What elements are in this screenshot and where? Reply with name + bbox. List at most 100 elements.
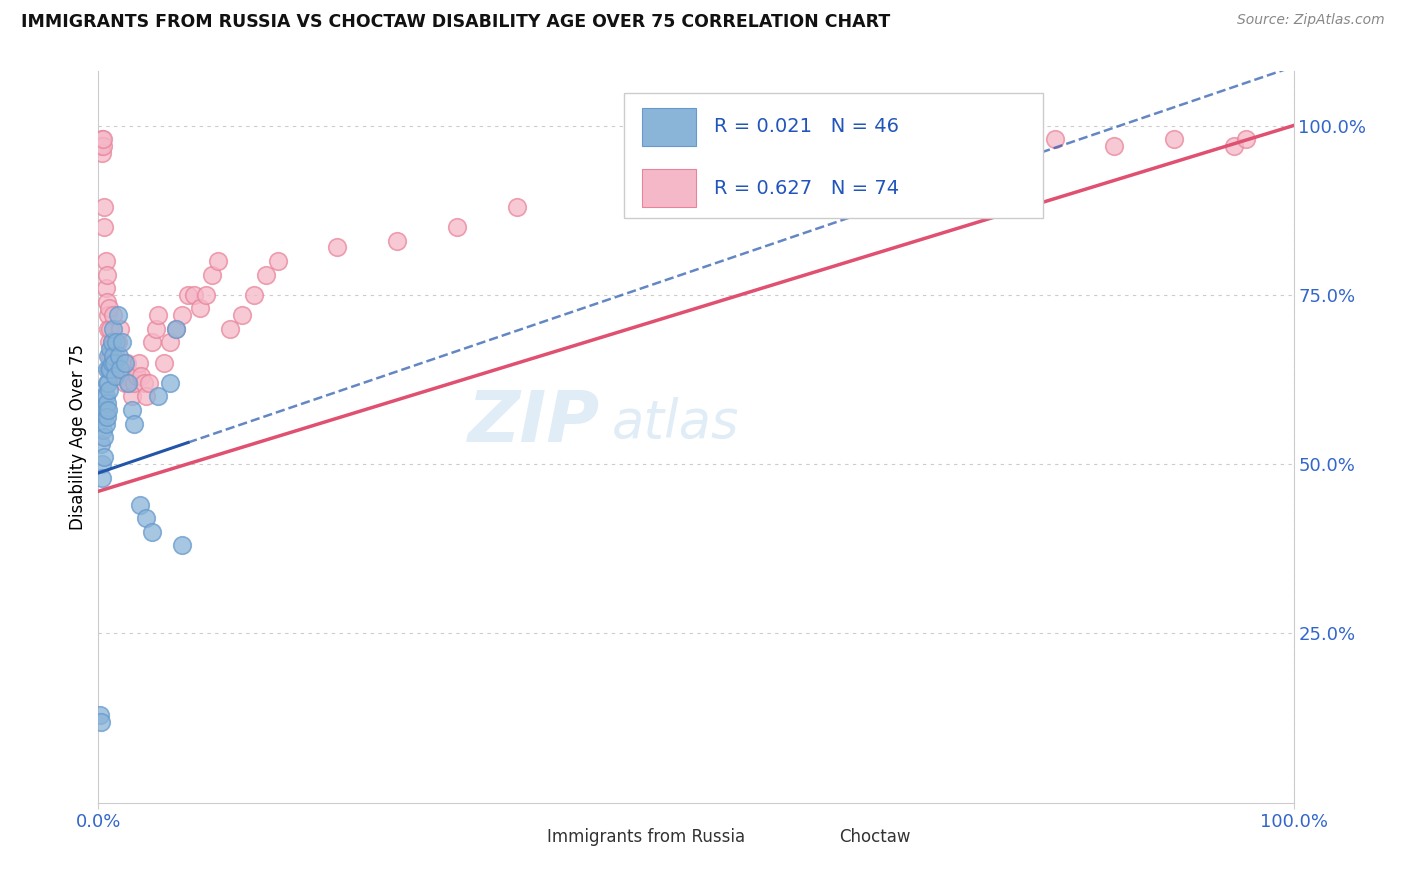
Point	[172, 538, 194, 552]
Point	[231, 308, 253, 322]
Point	[148, 308, 170, 322]
Point	[254, 268, 277, 282]
Point	[115, 362, 138, 376]
Point	[103, 355, 125, 369]
Point	[105, 362, 128, 376]
Point	[201, 268, 224, 282]
Point	[267, 254, 290, 268]
Point	[100, 355, 122, 369]
Point	[112, 369, 135, 384]
Point	[326, 240, 349, 254]
Point	[107, 308, 129, 322]
Point	[96, 409, 118, 424]
Point	[1104, 139, 1126, 153]
Point	[98, 383, 121, 397]
Point	[219, 322, 242, 336]
Point	[145, 322, 167, 336]
Point	[101, 349, 124, 363]
Point	[1043, 132, 1066, 146]
Point	[93, 450, 115, 465]
Point	[97, 322, 120, 336]
Point	[91, 423, 114, 437]
FancyBboxPatch shape	[494, 822, 534, 850]
Point	[91, 471, 114, 485]
Point	[100, 335, 122, 350]
Point	[93, 430, 115, 444]
Point	[107, 335, 129, 350]
Point	[159, 335, 181, 350]
Point	[121, 403, 143, 417]
Point	[207, 254, 229, 268]
Point	[98, 349, 122, 363]
Point	[125, 369, 148, 384]
FancyBboxPatch shape	[786, 822, 827, 850]
Text: R = 0.021   N = 46: R = 0.021 N = 46	[714, 118, 898, 136]
Point	[101, 308, 124, 322]
Point	[108, 322, 131, 336]
Point	[165, 322, 187, 336]
Point	[96, 362, 118, 376]
Point	[165, 322, 187, 336]
Point	[124, 376, 146, 390]
Point	[90, 437, 112, 451]
Point	[117, 376, 139, 390]
Point	[96, 294, 118, 309]
Point	[183, 288, 205, 302]
Point	[243, 288, 266, 302]
Point	[103, 355, 125, 369]
Point	[94, 254, 117, 268]
Point	[105, 349, 128, 363]
Text: ZIP: ZIP	[468, 388, 600, 457]
Point	[110, 362, 132, 376]
Point	[93, 220, 115, 235]
Point	[172, 308, 194, 322]
Point	[100, 362, 122, 376]
Point	[135, 511, 157, 525]
Text: atlas: atlas	[613, 396, 740, 449]
Point	[97, 376, 120, 390]
Point	[93, 200, 115, 214]
Point	[90, 714, 112, 729]
Point	[131, 369, 153, 384]
Point	[385, 234, 409, 248]
Point	[446, 220, 468, 235]
Point	[96, 376, 118, 390]
Point	[98, 362, 122, 376]
Text: R = 0.627   N = 74: R = 0.627 N = 74	[714, 179, 898, 198]
FancyBboxPatch shape	[624, 94, 1043, 218]
Point	[108, 362, 131, 376]
Point	[94, 403, 117, 417]
Point	[107, 349, 129, 363]
Point	[1223, 139, 1246, 153]
Point	[114, 376, 136, 390]
Point	[98, 322, 122, 336]
Point	[188, 301, 211, 316]
Point	[90, 139, 112, 153]
FancyBboxPatch shape	[643, 108, 696, 146]
FancyBboxPatch shape	[643, 169, 696, 207]
Text: Immigrants from Russia: Immigrants from Russia	[547, 828, 745, 847]
Point	[98, 362, 121, 376]
Point	[97, 403, 120, 417]
Point	[111, 335, 134, 350]
Point	[108, 369, 131, 384]
Point	[96, 268, 118, 282]
Point	[97, 308, 120, 322]
Point	[101, 349, 124, 363]
Point	[141, 335, 163, 350]
Point	[105, 335, 128, 350]
Y-axis label: Disability Age Over 75: Disability Age Over 75	[69, 344, 87, 530]
Point	[91, 145, 114, 160]
Point	[91, 132, 114, 146]
Point	[138, 376, 160, 390]
Point	[94, 281, 117, 295]
Point	[89, 139, 111, 153]
Point	[91, 457, 114, 471]
Point	[101, 322, 124, 336]
Point	[91, 132, 114, 146]
Point	[141, 524, 163, 539]
Point	[177, 288, 200, 302]
Point	[97, 349, 120, 363]
Point	[111, 355, 134, 369]
Point	[129, 498, 152, 512]
